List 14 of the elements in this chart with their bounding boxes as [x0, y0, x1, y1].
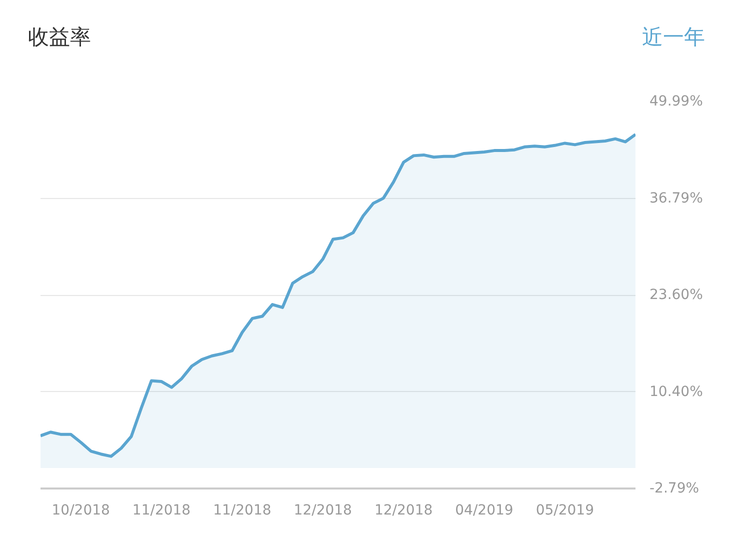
y-tick-label: 36.79% [650, 190, 703, 206]
chart-title: 收益率 [28, 24, 91, 51]
x-tick-label: 12/2018 [294, 502, 352, 518]
y-tick-label: 10.40% [650, 384, 703, 400]
x-tick-label: 04/2019 [455, 502, 514, 518]
x-tick-label: 11/2018 [132, 502, 191, 518]
y-tick-label: -2.79% [650, 480, 700, 496]
text: 近一年 [642, 24, 705, 51]
x-tick-label: 12/2018 [374, 502, 433, 518]
x-tick-label: 05/2019 [536, 502, 594, 518]
y-tick-label: 23.60% [650, 287, 703, 303]
x-tick-label: 11/2018 [213, 502, 272, 518]
x-tick-label: 10/2018 [52, 502, 110, 518]
y-tick-label: 49.99% [650, 94, 703, 110]
